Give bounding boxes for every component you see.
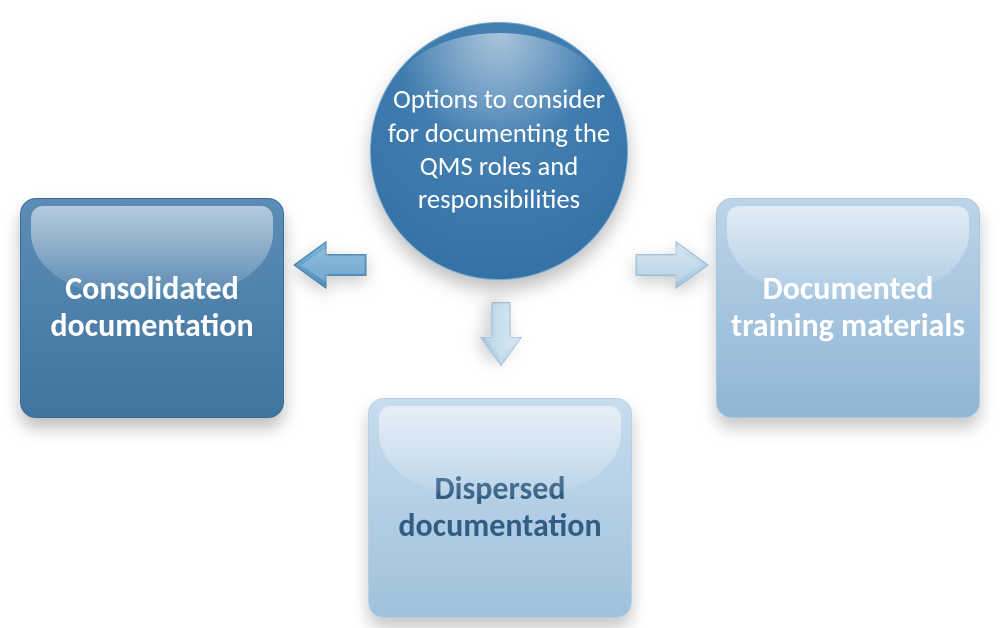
box-training: Documented training materials <box>716 198 980 418</box>
arrow-left <box>290 234 370 296</box>
box-training-label: Documented training materials <box>717 271 979 345</box>
center-circle-label: Options to consider for documenting the … <box>371 84 627 217</box>
arrow-right <box>632 234 712 296</box>
arrow-down <box>457 299 545 369</box>
box-dispersed: Dispersed documentation <box>368 398 632 618</box>
box-dispersed-label: Dispersed documentation <box>369 471 631 545</box>
center-circle: Options to consider for documenting the … <box>370 22 628 280</box>
box-consolidated: Consolidated documentation <box>20 198 284 418</box>
diagram-stage: Consolidated documentation Dispersed doc… <box>0 0 1000 628</box>
box-consolidated-label: Consolidated documentation <box>21 271 283 345</box>
